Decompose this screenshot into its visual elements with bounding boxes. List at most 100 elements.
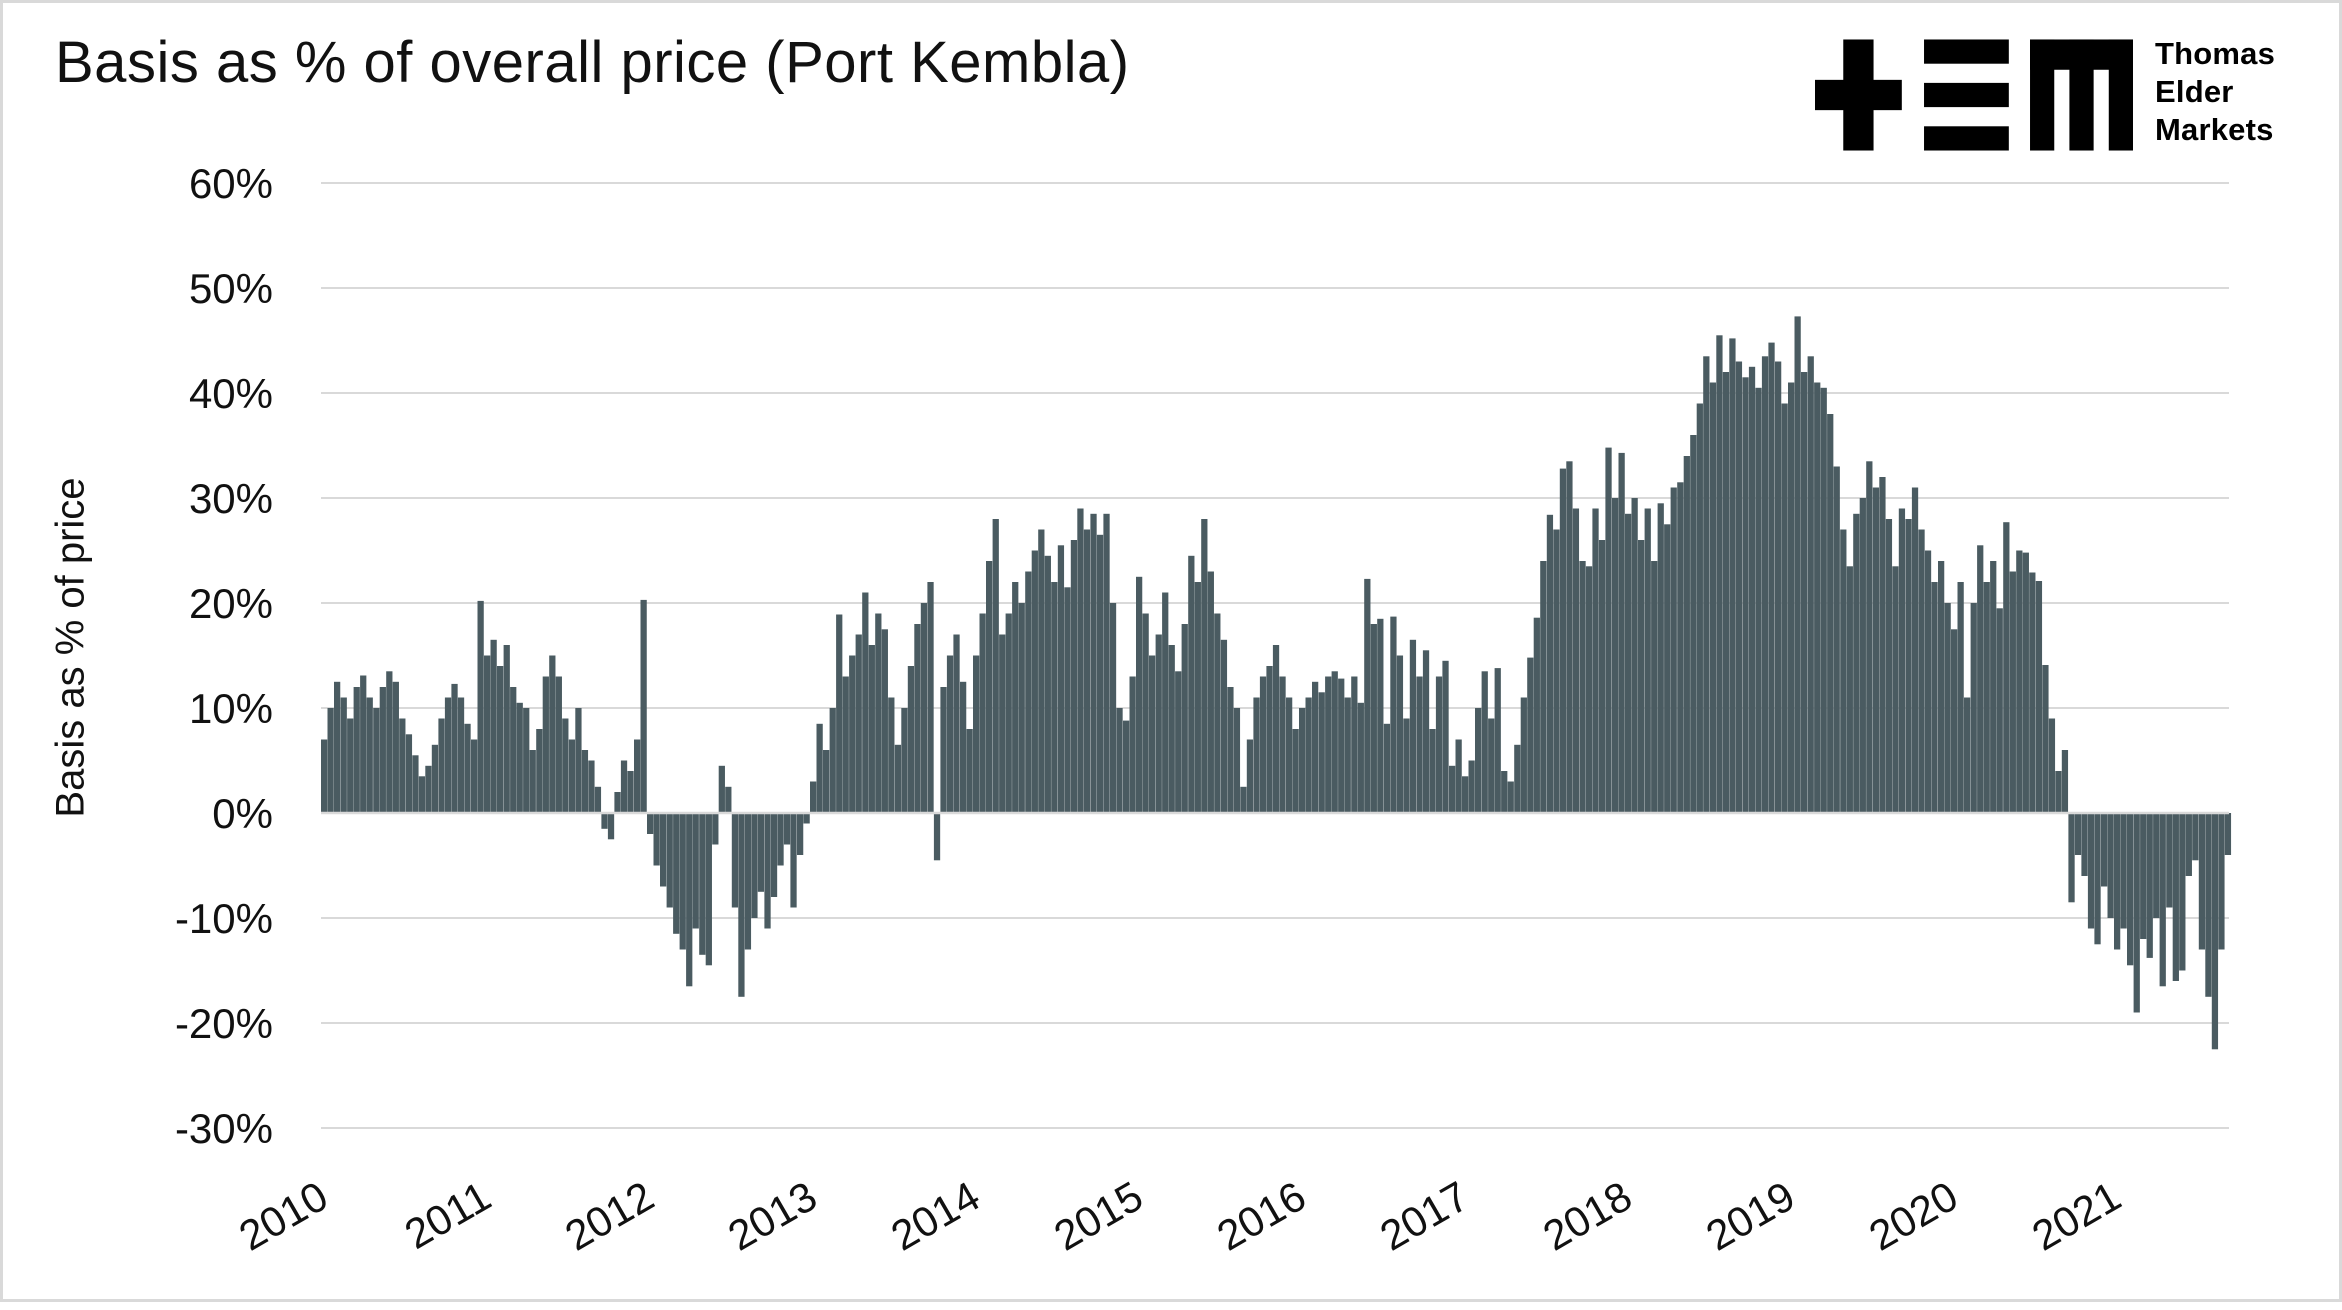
bar bbox=[920, 603, 928, 813]
bar bbox=[1944, 603, 1951, 813]
bar bbox=[1794, 316, 1801, 813]
bar bbox=[1931, 582, 1938, 813]
bar bbox=[1005, 613, 1012, 813]
bar bbox=[1996, 608, 2003, 814]
bar bbox=[1214, 613, 1221, 813]
bar bbox=[718, 765, 725, 814]
bar bbox=[927, 582, 934, 813]
bar bbox=[451, 683, 458, 814]
bar bbox=[979, 613, 986, 813]
bar bbox=[953, 634, 960, 813]
bar bbox=[705, 813, 712, 966]
tem-logo-text: Thomas Elder Markets bbox=[2155, 35, 2275, 149]
bar bbox=[1612, 498, 1619, 813]
tem-logo: Thomas Elder Markets bbox=[1815, 36, 2275, 151]
bar bbox=[1181, 624, 1188, 813]
bar bbox=[627, 771, 634, 813]
bar bbox=[2074, 813, 2082, 855]
bar bbox=[1527, 657, 1534, 813]
bar bbox=[2224, 813, 2232, 855]
bar bbox=[1501, 771, 1508, 813]
bar bbox=[2081, 813, 2088, 876]
bar bbox=[692, 813, 699, 929]
bar bbox=[660, 813, 667, 887]
bar bbox=[1761, 356, 1769, 814]
bar bbox=[2140, 813, 2147, 939]
bar bbox=[588, 760, 595, 813]
bar bbox=[1201, 519, 1208, 813]
logo-line-3: Markets bbox=[2155, 112, 2274, 147]
bar bbox=[725, 786, 732, 814]
bar bbox=[666, 813, 673, 908]
bar bbox=[1690, 435, 1697, 813]
bar bbox=[1253, 697, 1260, 813]
bar bbox=[2068, 813, 2075, 903]
bar bbox=[2205, 813, 2212, 997]
bar bbox=[2094, 813, 2101, 945]
bar bbox=[1272, 645, 1280, 813]
bar bbox=[1109, 603, 1117, 813]
bar bbox=[829, 708, 836, 813]
bar bbox=[464, 723, 471, 814]
bar bbox=[1155, 634, 1162, 813]
bar bbox=[1566, 461, 1573, 814]
bar bbox=[2114, 813, 2121, 950]
bar bbox=[1240, 786, 1247, 814]
bar bbox=[1031, 550, 1038, 813]
x-tick-label-2018: 2018 bbox=[1535, 1172, 1639, 1259]
bar bbox=[1435, 676, 1443, 813]
bar bbox=[1735, 361, 1743, 813]
bar bbox=[797, 813, 804, 855]
bar bbox=[751, 813, 758, 918]
bar bbox=[1162, 592, 1169, 813]
bar bbox=[1892, 566, 1899, 814]
bar bbox=[1657, 503, 1664, 814]
bar bbox=[2003, 522, 2010, 813]
bar bbox=[757, 813, 765, 892]
bar bbox=[1142, 613, 1149, 813]
bar bbox=[2211, 813, 2219, 1050]
bar bbox=[653, 813, 660, 866]
bar bbox=[2153, 813, 2160, 918]
x-tick-label-2010: 2010 bbox=[231, 1172, 335, 1259]
bar bbox=[529, 750, 536, 813]
bar bbox=[2016, 550, 2023, 813]
bar bbox=[1911, 487, 1919, 813]
bar bbox=[1618, 452, 1625, 813]
bar bbox=[2035, 581, 2043, 814]
bar bbox=[405, 734, 413, 814]
bar bbox=[1970, 603, 1977, 813]
bar bbox=[686, 813, 693, 987]
bar bbox=[1390, 616, 1397, 813]
bar bbox=[1859, 498, 1866, 813]
x-tick-label-2014: 2014 bbox=[883, 1172, 987, 1259]
bar bbox=[1683, 456, 1690, 813]
bar bbox=[783, 813, 791, 845]
bar bbox=[1879, 477, 1886, 813]
bar bbox=[2218, 813, 2225, 950]
bar bbox=[1494, 668, 1501, 813]
bar bbox=[2101, 813, 2108, 887]
bar bbox=[1475, 708, 1482, 813]
bar bbox=[1840, 529, 1847, 813]
bar bbox=[986, 561, 993, 813]
bar bbox=[1116, 708, 1123, 813]
bar bbox=[1370, 624, 1377, 813]
bar bbox=[1716, 335, 1723, 814]
bar bbox=[379, 687, 386, 813]
bar bbox=[1540, 561, 1547, 813]
bar bbox=[1403, 718, 1410, 813]
bar bbox=[1592, 508, 1599, 813]
bar bbox=[1853, 513, 1860, 814]
bar bbox=[1598, 540, 1606, 813]
bar bbox=[503, 645, 510, 813]
bar bbox=[425, 765, 432, 814]
bar bbox=[1422, 650, 1430, 814]
bar bbox=[1898, 508, 1906, 813]
bar bbox=[386, 671, 393, 814]
bar bbox=[2048, 718, 2056, 813]
bar bbox=[1788, 382, 1795, 813]
bar bbox=[1318, 692, 1325, 814]
bar bbox=[1755, 387, 1762, 814]
bar bbox=[1051, 582, 1058, 813]
